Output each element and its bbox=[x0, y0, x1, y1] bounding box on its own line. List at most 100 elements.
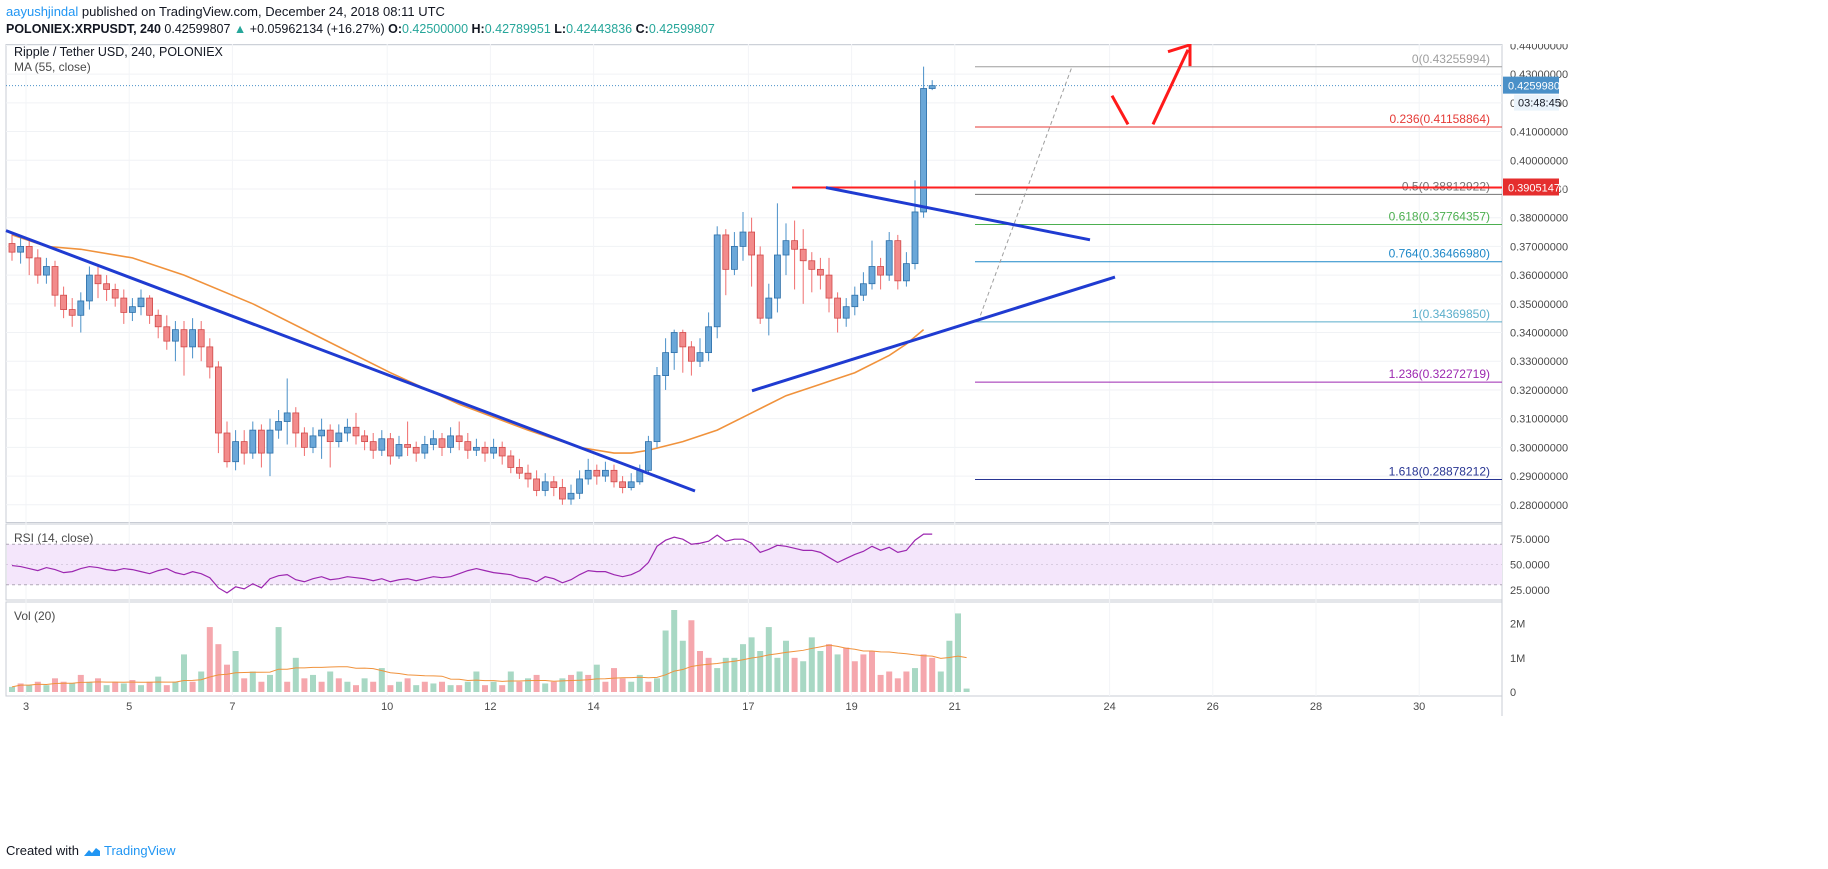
candle-body bbox=[137, 297, 145, 308]
volume-bar bbox=[404, 678, 411, 692]
price-tick-label: 0.41000000 bbox=[1510, 127, 1568, 139]
fib-retracement[interactable]: 0(0.43255994) 0.236(0.41158864) 0.5(0.3881… bbox=[975, 52, 1502, 481]
volume-bar bbox=[241, 678, 248, 692]
ma-55-line bbox=[11, 234, 925, 454]
resistance-price-tag-text: 0.39051476 bbox=[1508, 183, 1566, 195]
volume-bar bbox=[826, 644, 832, 692]
candle-body bbox=[567, 492, 575, 500]
volume-bar bbox=[9, 686, 15, 692]
candle-body bbox=[326, 429, 334, 443]
volume-bar bbox=[396, 681, 402, 692]
volume-bar bbox=[26, 685, 33, 692]
candle-body bbox=[404, 444, 412, 448]
volume-bar bbox=[705, 657, 712, 692]
volume-bar bbox=[645, 681, 652, 692]
time-tick-label: 28 bbox=[1310, 701, 1322, 713]
candle-body bbox=[885, 240, 893, 276]
price-tick-label: 0.44000000 bbox=[1510, 44, 1568, 52]
candle-body bbox=[894, 240, 902, 282]
tradingview-link[interactable]: TradingView bbox=[83, 843, 176, 858]
low-value: 0.42443836 bbox=[566, 22, 633, 36]
volume-bar bbox=[267, 674, 273, 692]
volume-bar bbox=[34, 681, 41, 692]
author-link[interactable]: aayushjindal bbox=[6, 4, 79, 19]
candle-body bbox=[593, 469, 601, 477]
volume-bar bbox=[507, 671, 514, 692]
volume-bar bbox=[671, 610, 678, 692]
volume-bar bbox=[937, 671, 944, 692]
candle-body bbox=[94, 274, 102, 285]
candle-body bbox=[627, 481, 635, 488]
candle-body bbox=[266, 429, 274, 454]
volume-bar bbox=[499, 685, 506, 692]
volume-bar bbox=[69, 683, 76, 692]
time-tick-label: 19 bbox=[845, 701, 857, 713]
volume-label: Vol (20) bbox=[14, 609, 55, 623]
time-tick-label: 10 bbox=[381, 701, 393, 713]
volume-bar bbox=[860, 654, 867, 692]
rsi-pane: 75.0000 50.0000 25.0000 bbox=[6, 533, 1550, 597]
candle-body bbox=[34, 257, 42, 276]
volume-bar bbox=[955, 613, 961, 692]
volume-tick-label: 1M bbox=[1510, 653, 1525, 665]
time-tick-label: 5 bbox=[126, 701, 132, 713]
volume-bar bbox=[533, 674, 540, 692]
time-tick-label: 14 bbox=[587, 701, 599, 713]
candle-body bbox=[524, 472, 532, 480]
fib-trend-line bbox=[977, 66, 1073, 323]
axes: 0.440000000.430000000.420000000.41000000… bbox=[23, 44, 1568, 713]
price-tick-label: 0.29000000 bbox=[1510, 471, 1568, 483]
price-chart[interactable]: 0(0.43255994) 0.236(0.41158864) 0.5(0.3881… bbox=[0, 44, 1828, 839]
candle-body bbox=[817, 268, 824, 276]
volume-bar bbox=[697, 651, 703, 692]
volume-bar bbox=[808, 637, 815, 692]
volume-bar bbox=[120, 683, 127, 692]
time-tick-label: 3 bbox=[23, 701, 29, 713]
candle-body bbox=[903, 263, 910, 282]
candle-body bbox=[610, 469, 618, 483]
current-price-tag-bg bbox=[1503, 76, 1559, 94]
volume-bar bbox=[421, 681, 428, 692]
drawings[interactable] bbox=[5, 44, 1502, 493]
volume-bar bbox=[172, 681, 179, 692]
candle-body bbox=[808, 260, 816, 270]
candle-body bbox=[17, 245, 25, 253]
time-tick-label: 12 bbox=[484, 701, 496, 713]
change-value: +0.05962134 (+16.27%) bbox=[249, 22, 385, 36]
volume-tick-label: 0 bbox=[1510, 687, 1516, 699]
candle-body bbox=[128, 306, 136, 313]
fib-level-label: 1.236(0.32272719) bbox=[1389, 367, 1490, 381]
last-price: 0.42599807 bbox=[164, 22, 231, 36]
candle-body bbox=[782, 240, 790, 256]
candle-body bbox=[455, 435, 463, 443]
candle-body bbox=[834, 297, 841, 319]
volume-bar bbox=[301, 678, 308, 692]
candle-body bbox=[197, 329, 205, 348]
candle-body bbox=[8, 243, 16, 253]
candle-body bbox=[713, 234, 721, 328]
candle-body bbox=[825, 274, 833, 299]
volume-bar bbox=[714, 668, 721, 692]
volume-bar bbox=[688, 620, 695, 692]
candle-body bbox=[576, 478, 583, 494]
candle-body bbox=[25, 245, 33, 259]
high-label: H: bbox=[471, 22, 485, 36]
volume-bar bbox=[52, 678, 58, 692]
volume-bar bbox=[249, 671, 256, 692]
candle-body bbox=[386, 438, 394, 457]
candle-body bbox=[653, 375, 661, 443]
price-tick-label: 0.35000000 bbox=[1510, 299, 1568, 311]
candle-body bbox=[928, 85, 936, 89]
price-tick-label: 0.31000000 bbox=[1510, 414, 1568, 426]
arrowhead-icon bbox=[1167, 44, 1192, 67]
candle-body bbox=[249, 429, 257, 454]
candle-body bbox=[541, 481, 549, 491]
volume-bar bbox=[95, 678, 101, 692]
volume-bar bbox=[593, 664, 600, 692]
volume-bar bbox=[817, 651, 824, 692]
candle-body bbox=[842, 306, 850, 319]
rsi-tick-label: 25.0000 bbox=[1510, 585, 1550, 597]
volume-bar bbox=[490, 681, 497, 692]
candle-body bbox=[292, 412, 300, 434]
volume-bar bbox=[327, 671, 334, 692]
